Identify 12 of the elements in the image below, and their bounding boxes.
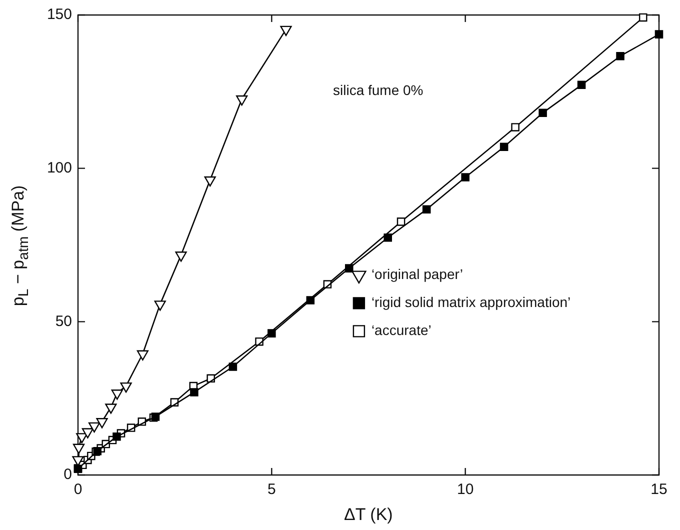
x-tick-label: 15 (650, 481, 668, 498)
legend-label: ‘accurate’ (371, 322, 432, 338)
y-tick-label: 100 (46, 159, 72, 176)
y-tick-label: 50 (55, 312, 72, 330)
x-tick-label: 10 (456, 481, 474, 498)
y-tick-label: 150 (46, 6, 72, 24)
x-axis-title: ΔT (K) (344, 505, 393, 525)
y-tick-label: 0 (64, 466, 72, 484)
legend-label: ‘rigid solid matrix approximation’ (371, 294, 571, 310)
annotation: silica fume 0% (333, 82, 424, 98)
legend-label: ‘original paper’ (371, 266, 464, 282)
x-tick-label: 5 (267, 481, 276, 498)
